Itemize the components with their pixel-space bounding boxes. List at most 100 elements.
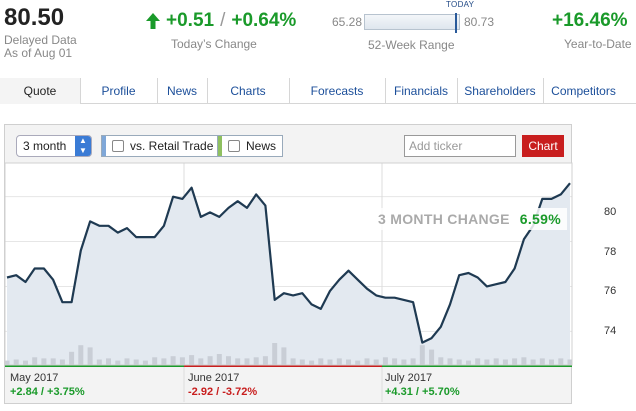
compare-checkbox[interactable]	[112, 140, 124, 152]
period-select[interactable]: 3 month ▲ ▼	[16, 135, 92, 157]
news-checkbox[interactable]	[228, 140, 240, 152]
volume-bar	[50, 358, 56, 365]
volume-bar	[346, 359, 351, 365]
volume-bar	[410, 358, 416, 365]
news-toggle[interactable]: News	[217, 135, 284, 157]
tab-profile[interactable]: Profile	[80, 78, 157, 104]
y-tick-label: 78	[604, 246, 617, 258]
tab-charts[interactable]: Charts	[207, 78, 289, 104]
volume-bar	[382, 357, 388, 365]
volume-bar	[87, 347, 93, 365]
tab-quote[interactable]: Quote	[0, 78, 80, 104]
volume-bar	[235, 358, 241, 365]
volume-bar	[170, 356, 176, 365]
volume-bar	[309, 360, 315, 365]
period-month-label: July 2017	[385, 372, 433, 384]
volume-bar	[179, 357, 185, 365]
tab-label: Competitors	[551, 83, 616, 98]
period-month-label: June 2017	[188, 372, 240, 384]
add-ticker-input[interactable]	[404, 135, 516, 157]
volume-bar	[392, 358, 398, 365]
volume-bar	[142, 360, 148, 365]
period-change-abs: +4.31	[385, 386, 413, 398]
change-box-value: 6.59%	[519, 211, 561, 227]
tab-label: Shareholders	[464, 83, 536, 98]
tab-forecasts[interactable]: Forecasts	[289, 78, 385, 104]
compare-label: vs. Retail Trade	[130, 139, 214, 153]
volume-bar	[281, 347, 287, 365]
volume-bar	[364, 358, 370, 365]
tab-label: Forecasts	[310, 83, 364, 98]
tab-label: Profile	[101, 83, 136, 98]
volume-bar	[69, 351, 75, 365]
volume-bar	[253, 357, 259, 365]
volume-bar	[41, 358, 47, 365]
news-label: News	[246, 139, 277, 153]
volume-bar	[299, 359, 305, 365]
volume-bar	[318, 358, 324, 365]
volume-bar	[429, 349, 435, 365]
change-box-label: 3 MONTH CHANGE	[378, 211, 510, 227]
tab-label: News	[166, 83, 197, 98]
tabs-filler	[624, 78, 636, 104]
period-change-abs: -2.92	[188, 386, 214, 398]
volume-bar	[466, 360, 471, 365]
tab-financials[interactable]: Financials	[385, 78, 457, 104]
volume-bar	[96, 359, 102, 365]
period-change-pct: +3.75%	[47, 386, 85, 398]
volume-bar	[401, 359, 407, 365]
volume-bar	[216, 354, 222, 365]
volume-bar	[327, 359, 333, 365]
volume-bar	[226, 356, 231, 365]
volume-bar	[4, 360, 10, 365]
volume-bar	[13, 359, 19, 365]
volume-bar	[502, 359, 508, 365]
volume-bar	[262, 356, 268, 365]
ytd-change: +16.46%	[552, 10, 628, 31]
volume-bar	[290, 358, 296, 365]
range-low: 65.28	[332, 15, 363, 29]
volume-bar	[567, 359, 573, 365]
as-of-date: As of Aug 01	[4, 46, 73, 60]
volume-bar	[373, 359, 379, 365]
volume-bar	[336, 358, 342, 365]
volume-bar	[512, 358, 518, 365]
last-price: 80.50	[4, 4, 65, 31]
select-updown-icon: ▲ ▼	[75, 136, 91, 156]
change-percent: +0.64%	[231, 10, 297, 31]
period-change-abs: +2.84	[10, 386, 38, 398]
y-tick-label: 80	[604, 206, 617, 218]
volume-bar	[438, 357, 444, 365]
todays-change: +0.51 / +0.64%	[146, 10, 296, 32]
volume-bar	[484, 359, 490, 365]
volume-bar	[355, 360, 361, 365]
quote-tabs: Quote Profile News Charts Forecasts Fina…	[0, 78, 636, 104]
volume-bar	[198, 358, 204, 365]
volume-bar	[530, 359, 536, 365]
tab-shareholders[interactable]: Shareholders	[457, 78, 543, 104]
volume-bar	[161, 358, 167, 365]
volume-bar	[558, 358, 564, 365]
price-line	[6, 182, 571, 344]
tab-label: Quote	[23, 83, 57, 98]
change-separator: /	[220, 10, 226, 31]
period-change: +2.84 / +3.75%	[10, 386, 85, 398]
ytd-label: Year-to-Date	[564, 37, 632, 51]
today-range-marker	[455, 13, 457, 33]
tab-competitors[interactable]: Competitors	[543, 78, 624, 104]
quote-header: 80.50 Delayed Data As of Aug 01 +0.51 / …	[0, 0, 636, 70]
arrow-up-icon	[146, 13, 160, 29]
tab-news[interactable]: News	[157, 78, 207, 104]
compare-color-stripe	[102, 136, 106, 156]
volume-bar	[419, 345, 425, 365]
volume-bar	[32, 357, 38, 365]
price-area	[7, 183, 570, 365]
compare-retail-toggle[interactable]: vs. Retail Trade	[101, 135, 221, 157]
delayed-data-label: Delayed Data	[4, 33, 77, 47]
chart-button[interactable]: Chart	[522, 135, 564, 157]
volume-bar	[493, 358, 499, 365]
volume-bar	[549, 359, 554, 365]
range-label: 52-Week Range	[368, 38, 455, 52]
three-month-change: 3 MONTH CHANGE 6.59%	[372, 208, 567, 230]
y-tick-label: 74	[604, 325, 617, 337]
